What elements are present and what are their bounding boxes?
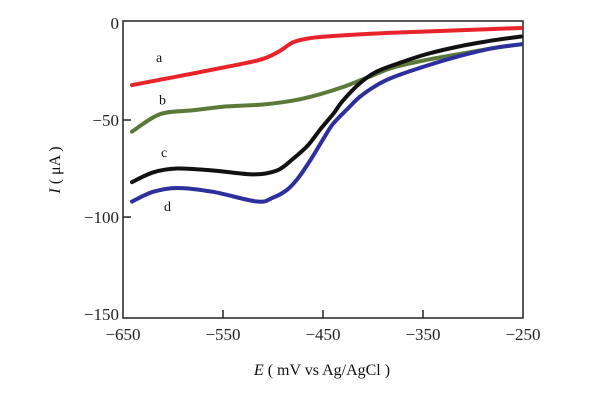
x-axis: −650 −550 −450 −350 −250 bbox=[105, 310, 541, 344]
x-axis-label-var: E bbox=[253, 362, 264, 379]
y-axis: 0 −50 −100 −150 bbox=[84, 14, 131, 324]
x-tick-label: −650 bbox=[105, 325, 140, 344]
x-tick-label: −350 bbox=[405, 325, 440, 344]
x-tick-label: −250 bbox=[505, 325, 540, 344]
series-c-label: c bbox=[161, 146, 167, 161]
y-axis-label-unit: ( μA ) bbox=[47, 146, 64, 184]
series-group: a b c d bbox=[130, 25, 523, 215]
series-d-line bbox=[130, 42, 523, 204]
y-tick-label: −150 bbox=[84, 305, 119, 324]
y-axis-label-var: I bbox=[47, 188, 64, 195]
series-a-line bbox=[130, 25, 523, 88]
series-a-label: a bbox=[156, 51, 163, 66]
x-axis-label: E( mV vs Ag/AgCl ) bbox=[253, 362, 390, 379]
y-tick-label: −100 bbox=[84, 208, 119, 227]
x-tick-label: −550 bbox=[205, 325, 240, 344]
y-tick-label: −50 bbox=[92, 111, 119, 130]
y-axis-label: I ( μA ) bbox=[47, 146, 64, 194]
series-d-label: d bbox=[164, 200, 171, 215]
x-axis-label-unit: ( mV vs Ag/AgCl ) bbox=[268, 362, 390, 379]
x-tick-label: −450 bbox=[305, 325, 340, 344]
y-tick-label: 0 bbox=[111, 14, 120, 33]
series-b-label: b bbox=[159, 93, 166, 108]
series-c-line bbox=[130, 34, 523, 185]
series-b-line bbox=[130, 42, 523, 134]
